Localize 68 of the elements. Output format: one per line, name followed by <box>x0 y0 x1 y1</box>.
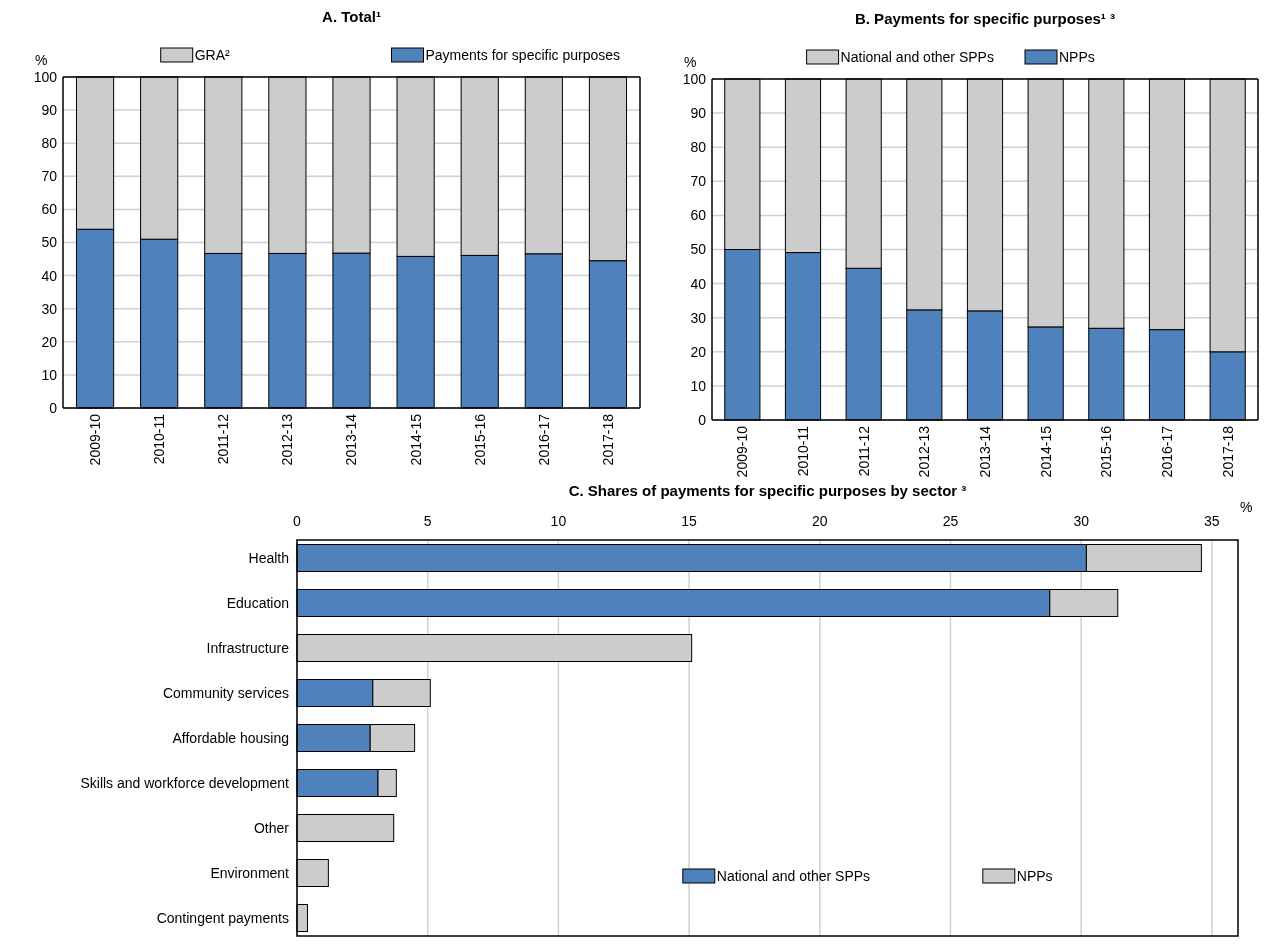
x-tick-label: 2012-13 <box>916 425 933 478</box>
x-tick-label: 2016-17 <box>535 413 552 466</box>
x-tick-label: 10 <box>550 513 567 529</box>
y-tick-label: 20 <box>41 333 58 350</box>
x-tick-label: 0 <box>293 513 302 529</box>
x-tick-label: 2015-16 <box>471 413 488 466</box>
y-tick-label: Environment <box>210 864 290 881</box>
x-tick-label: 2011-12 <box>215 413 232 465</box>
y-tick-label: 60 <box>690 207 707 224</box>
x-tick-label: 5 <box>423 513 432 529</box>
x-tick-label: 2013-14 <box>976 425 993 478</box>
x-tick-label: 35 <box>1204 513 1220 529</box>
y-tick-label: 90 <box>690 105 707 121</box>
y-tick-label: 90 <box>41 102 58 118</box>
x-tick-label: 2009-10 <box>86 413 103 466</box>
x-tick-label: 25 <box>942 513 959 529</box>
y-axis-title: % <box>35 52 48 68</box>
x-tick-label: 2013-14 <box>343 413 360 466</box>
y-tick-label: Health <box>248 549 289 566</box>
y-tick-label: 100 <box>682 70 707 87</box>
chart-title: B. Payments for specific purposes¹ ³ <box>854 10 1116 27</box>
y-tick-label: 70 <box>690 173 707 190</box>
y-tick-label: Affordable housing <box>172 729 289 746</box>
legend-label: National and other SPPs <box>716 867 871 884</box>
x-tick-label: 30 <box>1073 513 1090 529</box>
y-tick-label: 70 <box>41 168 58 185</box>
y-tick-label: 30 <box>41 300 58 317</box>
y-tick-label: Education <box>226 594 289 611</box>
y-tick-label: 100 <box>33 68 58 85</box>
x-axis-title: % <box>1240 499 1253 515</box>
y-tick-label: Infrastructure <box>206 639 290 656</box>
y-tick-label: 40 <box>690 275 707 292</box>
y-tick-label: 40 <box>41 267 58 284</box>
x-tick-label: 2014-15 <box>407 413 424 466</box>
x-tick-label: 20 <box>811 513 828 529</box>
x-tick-label: 2016-17 <box>1158 425 1175 478</box>
y-tick-label: 20 <box>690 343 707 360</box>
y-axis-title: % <box>684 54 697 70</box>
x-tick-label: 2010-11 <box>151 413 168 465</box>
legend-label: GRA² <box>194 46 231 63</box>
y-tick-label: Skills and workforce development <box>80 774 290 791</box>
chart-title: A. Total¹ <box>322 8 381 25</box>
chart-title: C. Shares of payments for specific purposes by sector ³ <box>568 482 967 499</box>
y-tick-label: Other <box>253 819 290 836</box>
x-tick-label: 15 <box>681 513 698 529</box>
y-tick-label: Community services <box>162 684 289 701</box>
y-tick-label: 30 <box>690 309 707 326</box>
y-tick-label: 50 <box>690 241 707 258</box>
x-tick-label: 2010-11 <box>794 425 811 477</box>
y-tick-label: Contingent payments <box>156 909 289 926</box>
legend-label: NPPs <box>1059 48 1095 65</box>
x-tick-label: 2009-10 <box>734 425 751 478</box>
y-tick-label: 80 <box>41 135 58 152</box>
y-tick-label: 10 <box>690 377 707 394</box>
x-tick-label: 2017-18 <box>1219 425 1236 478</box>
legend-label: NPPs <box>1016 867 1053 884</box>
y-tick-label: 50 <box>41 234 58 251</box>
y-tick-label: 10 <box>41 366 58 383</box>
y-tick-label: 0 <box>49 399 58 416</box>
legend-label: National and other SPPs <box>840 48 994 65</box>
legend-label: Payments for specific purposes <box>425 46 621 63</box>
x-tick-label: 2011-12 <box>855 425 872 477</box>
x-tick-label: 2014-15 <box>1037 425 1054 478</box>
x-tick-label: 2012-13 <box>279 413 296 466</box>
x-tick-label: 2015-16 <box>1098 425 1115 478</box>
y-tick-label: 80 <box>690 139 707 156</box>
x-tick-label: 2017-18 <box>599 413 616 466</box>
y-tick-label: 60 <box>41 201 58 218</box>
